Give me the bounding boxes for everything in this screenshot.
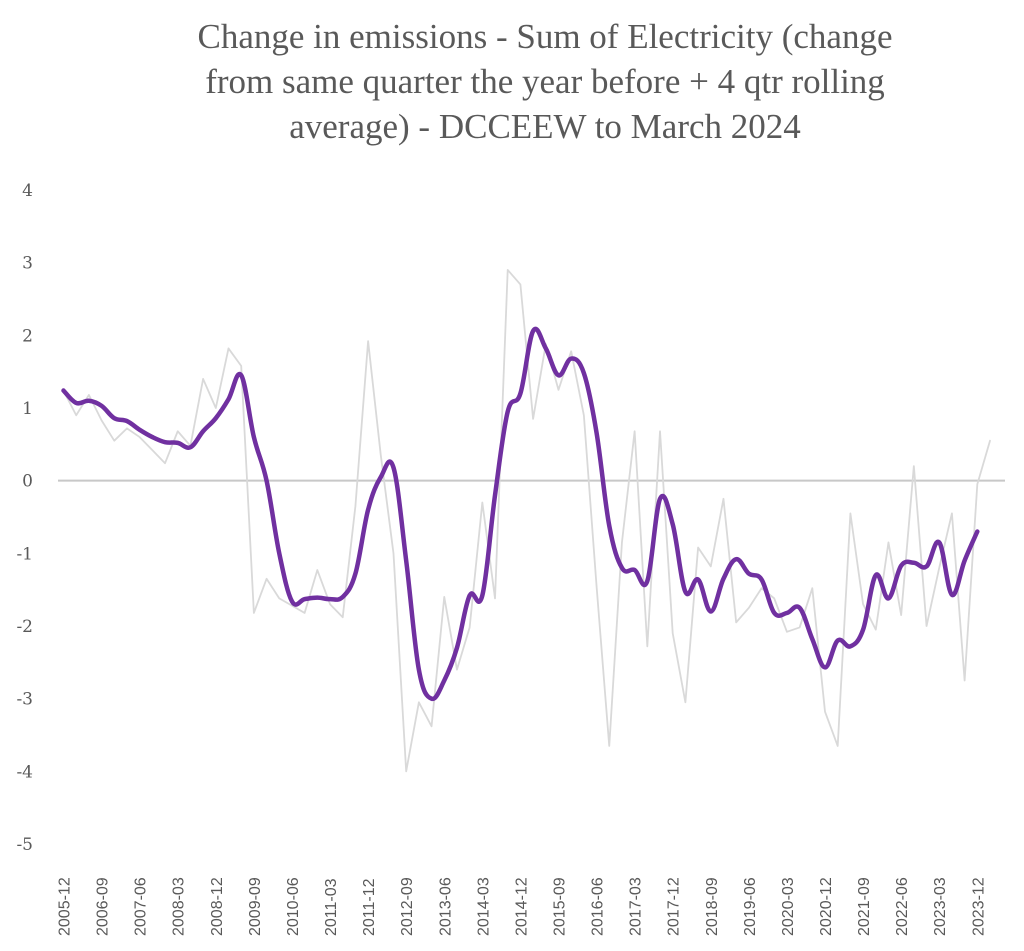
x-tick-label: 2015-09	[551, 877, 568, 936]
x-tick-label: 2022-06	[894, 877, 911, 936]
x-tick-label: 2017-03	[628, 877, 645, 936]
x-tick-label: 2007-06	[133, 877, 150, 936]
x-tick-label: 2016-06	[590, 877, 607, 936]
x-tick-label: 2021-09	[856, 877, 873, 936]
x-tick-label: 2017-12	[666, 877, 683, 936]
x-axis: 2005-12 2006-09 2007-06 2008-03 2008-12 2009-…	[57, 877, 988, 936]
x-tick-label: 2020-12	[818, 877, 835, 936]
x-tick-label: 2006-09	[95, 877, 112, 936]
x-tick-label: 2019-06	[742, 877, 759, 936]
x-tick-label: 2011-12	[361, 878, 378, 936]
x-tick-label: 2014-12	[513, 877, 530, 936]
x-tick-label: 2023-03	[932, 877, 949, 936]
x-tick-label: 2020-03	[780, 877, 797, 936]
y-tick-label: 3	[22, 254, 33, 274]
series-line-quarterly-change	[62, 269, 991, 773]
y-tick-label: -5	[16, 835, 33, 855]
x-tick-label: 2011-03	[323, 878, 340, 936]
chart-title: Change in emissions - Sum of Electricity…	[0, 14, 1024, 149]
series-layer	[61, 269, 991, 773]
x-tick-label: 2008-12	[209, 877, 226, 936]
x-tick-label: 2012-09	[399, 877, 416, 936]
x-tick-label: 2014-03	[475, 877, 492, 936]
chart-title-line-1: Change in emissions - Sum of Electricity…	[197, 17, 893, 56]
x-tick-label: 2009-09	[247, 877, 264, 936]
y-axis: 4 3 2 1 0 -1 -2 -3 -4 -5	[16, 181, 33, 855]
y-tick-label: -3	[16, 690, 33, 710]
x-tick-label: 2013-06	[437, 877, 454, 936]
y-tick-label: -1	[16, 544, 33, 564]
y-tick-label: 4	[22, 181, 33, 201]
chart-title-line-3: average) - DCCEEW to March 2024	[289, 107, 801, 146]
x-tick-label: 2008-03	[171, 877, 188, 936]
chart-title-line-2: from same quarter the year before + 4 qt…	[205, 62, 885, 101]
series-line-rolling-average	[61, 326, 980, 702]
y-tick-label: -2	[16, 617, 33, 637]
x-tick-label: 2005-12	[57, 877, 74, 936]
x-tick-label: 2010-06	[285, 877, 302, 936]
y-tick-label: -4	[16, 762, 33, 782]
x-tick-label: 2018-09	[704, 877, 721, 936]
y-tick-label: 1	[22, 399, 33, 419]
y-tick-label: 2	[22, 326, 33, 346]
y-tick-label: 0	[22, 472, 33, 492]
x-tick-label: 2023-12	[970, 877, 987, 936]
